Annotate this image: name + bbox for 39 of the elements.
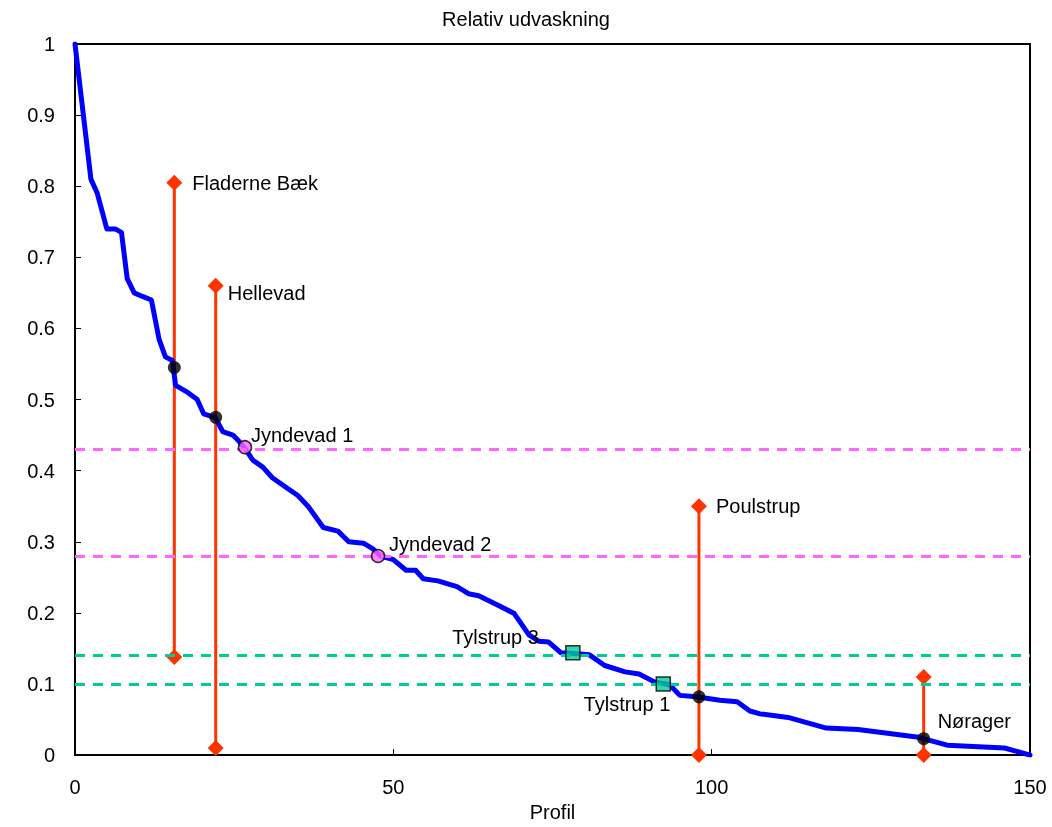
y-tick-label: 1 bbox=[43, 33, 55, 55]
point bbox=[915, 668, 932, 685]
annotation: Poulstrup bbox=[715, 495, 801, 518]
x-tick-label: 150 bbox=[1013, 776, 1047, 799]
point bbox=[166, 174, 183, 191]
annotation: Jyndevad 1 bbox=[250, 424, 354, 447]
annotation: Hellevad bbox=[227, 281, 306, 304]
chart-title: Relativ udvaskning bbox=[442, 8, 610, 30]
point bbox=[690, 498, 707, 515]
point bbox=[207, 739, 224, 756]
point bbox=[690, 747, 707, 764]
y-tick-label: 0.6 bbox=[27, 317, 55, 340]
point bbox=[565, 644, 581, 661]
y-tick-label: 0.3 bbox=[27, 530, 55, 553]
point bbox=[237, 439, 253, 455]
x-tick-label: 50 bbox=[382, 776, 405, 799]
y-tick-label: 0.8 bbox=[27, 175, 55, 198]
point bbox=[167, 361, 181, 375]
annotation: Jyndevad 2 bbox=[389, 532, 492, 555]
point bbox=[207, 277, 224, 294]
point bbox=[692, 690, 706, 704]
annotation: Tylstrup 1 bbox=[583, 692, 671, 715]
point bbox=[915, 747, 932, 764]
y-tick-label: 0.2 bbox=[27, 601, 55, 624]
point bbox=[209, 410, 223, 424]
annotation: Fladerne Bæk bbox=[192, 171, 319, 194]
y-tick-label: 0 bbox=[43, 744, 55, 767]
y-tick-label: 0.4 bbox=[27, 459, 55, 482]
x-axis-title: Profil bbox=[529, 801, 576, 823]
y-tick-label: 0.7 bbox=[27, 246, 55, 269]
annotation: Nørager bbox=[937, 709, 1012, 732]
y-tick-label: 0.5 bbox=[27, 388, 55, 411]
point bbox=[370, 548, 386, 564]
point bbox=[917, 732, 931, 746]
point bbox=[655, 676, 672, 692]
x-tick-label: 0 bbox=[69, 776, 81, 799]
x-tick-label: 100 bbox=[694, 776, 729, 799]
y-tick-label: 0.9 bbox=[27, 104, 55, 127]
y-tick-label: 0.1 bbox=[27, 672, 55, 695]
